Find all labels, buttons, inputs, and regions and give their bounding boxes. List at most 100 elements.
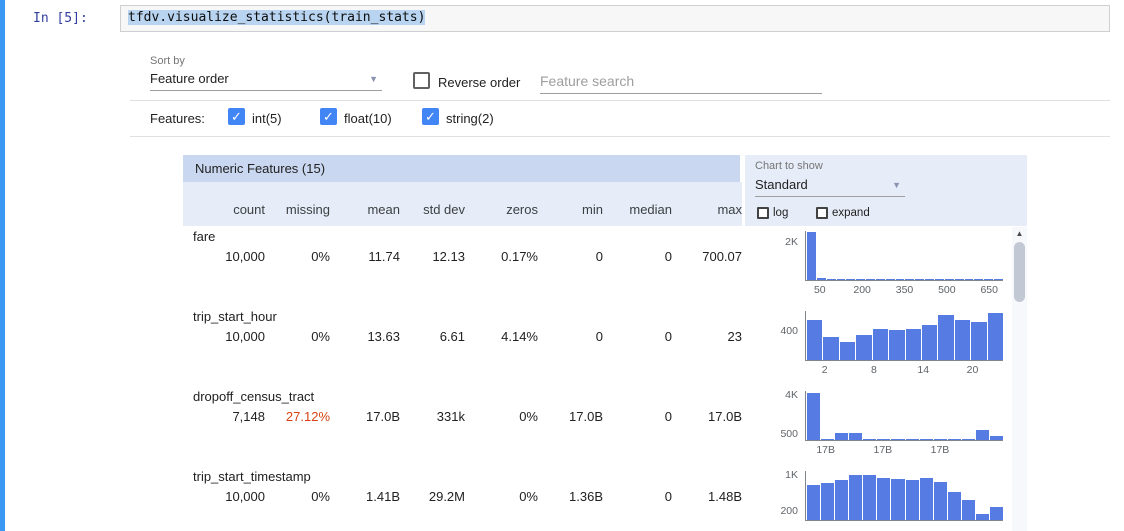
x-tick-label: 17B [930, 444, 950, 456]
log-checkbox[interactable]: ✓ [757, 207, 769, 219]
code-text: tfdv.visualize_statistics(train_stats) [128, 10, 426, 25]
hist-bar [919, 439, 933, 440]
hist-bar [877, 477, 891, 520]
hist-bar [990, 436, 1004, 440]
divider [130, 100, 1110, 101]
chart-type-dropdown[interactable]: Standard ▼ [755, 177, 905, 197]
feature-filter-float-checkbox[interactable]: ✓ [320, 108, 337, 125]
hist-bar [856, 279, 866, 280]
chart-to-show-label: Chart to show [755, 160, 823, 172]
hist-bar [933, 439, 947, 440]
hist-bar [905, 439, 919, 440]
hist-bar [849, 432, 863, 440]
hist-bar [964, 279, 974, 280]
histogram-plot: 17B 17B 17B [805, 391, 1004, 456]
column-header: missing [285, 202, 330, 217]
feature-name: dropoff_census_tract [193, 389, 315, 404]
hist-bar [821, 482, 835, 520]
feature-name: trip_start_hour [193, 309, 277, 324]
hist-bar [954, 320, 971, 360]
hist-bar [872, 329, 889, 360]
scroll-up-button[interactable]: ▲ [1015, 229, 1024, 238]
code-cell[interactable]: tfdv.visualize_statistics(train_stats) [120, 5, 1110, 32]
y-tick-label: 4K [785, 388, 798, 401]
hist-bar [875, 279, 885, 280]
x-tick-label: 500 [938, 284, 956, 296]
column-header: min [582, 202, 603, 217]
stat-zeros: 0.17% [501, 249, 538, 264]
histogram-bars [807, 391, 1004, 440]
stat-count: 10,000 [225, 249, 265, 264]
vertical-scrollbar[interactable]: ▲ [1012, 227, 1027, 531]
histogram-bars [807, 471, 1004, 520]
stat-count: 10,000 [225, 329, 265, 344]
feature-filter-string-label: string(2) [446, 111, 494, 126]
hist-bar [933, 481, 947, 520]
feature-filter-float-label: float(10) [344, 111, 392, 126]
feature-filter-int-label: int(5) [252, 111, 282, 126]
hist-bar [821, 438, 835, 440]
hist-bar [905, 329, 921, 360]
hist-bar [849, 475, 863, 520]
y-tick-label: 1K [785, 468, 798, 481]
hist-bar [895, 279, 905, 280]
stat-max: 700.07 [702, 249, 742, 264]
histogram[interactable]: 4K 500 17B 17B 17B [757, 388, 1004, 456]
feature-rows: fare 10,000 0% 11.74 12.13 0.17% 0 0 700.07 2K 50 2… [183, 226, 1027, 531]
column-header: zeros [506, 202, 538, 217]
hist-bar [938, 315, 954, 360]
histogram[interactable]: 400 2 8 14 20 [757, 311, 1004, 376]
hist-bar [919, 478, 933, 520]
hist-bar [839, 341, 856, 360]
stat-max: 23 [727, 329, 742, 344]
hist-bar [915, 279, 925, 280]
feature-filter-string-checkbox[interactable]: ✓ [422, 108, 439, 125]
hist-bar [885, 279, 895, 280]
scrollbar-thumb[interactable] [1014, 242, 1025, 302]
feature-row: trip_start_timestamp 10,000 0% 1.41B 29.2M 0%… [183, 466, 1027, 531]
stat-std-dev: 12.13 [432, 249, 465, 264]
stat-missing: 0% [311, 249, 330, 264]
feature-name: trip_start_timestamp [193, 469, 311, 484]
stat-zeros: 0% [519, 409, 538, 424]
y-tick-label: 500 [780, 428, 798, 441]
stat-min: 0 [595, 249, 603, 264]
hist-bar [835, 433, 849, 440]
feature-row: trip_start_hour 10,000 0% 13.63 6.61 4.14% 0 0 2… [183, 306, 1027, 386]
histogram[interactable]: 1K 200 [757, 468, 1004, 521]
hist-bar [891, 479, 905, 520]
hist-bar [866, 279, 875, 280]
hist-bar [944, 279, 954, 280]
hist-bar [994, 279, 1003, 280]
chevron-down-icon: ▼ [892, 179, 901, 190]
hist-bar [891, 439, 905, 440]
stat-zeros: 0% [519, 489, 538, 504]
log-label: log [773, 207, 789, 219]
check-icon: ✓ [323, 109, 334, 124]
hist-bar [990, 507, 1004, 520]
feature-row: dropoff_census_tract 7,148 27.12% 17.0B 331k… [183, 386, 1027, 466]
hist-bar [807, 392, 821, 440]
hist-bar [835, 480, 849, 520]
feature-filter-int-checkbox[interactable]: ✓ [228, 108, 245, 125]
sort-by-dropdown[interactable]: Feature order ▼ [150, 71, 382, 91]
histogram[interactable]: 2K 50 200 350 500 650 [757, 231, 1003, 296]
hist-bar [971, 322, 987, 360]
feature-stats: 10,000 0% 11.74 12.13 0.17% 0 0 700.07 [183, 249, 742, 264]
hist-bar [816, 277, 826, 280]
feature-stats: 10,000 0% 13.63 6.61 4.14% 0 0 23 [183, 329, 742, 344]
features-label: Features: [150, 111, 205, 126]
feature-stats: 10,000 0% 1.41B 29.2M 0% 1.36B 0 1.48B [183, 489, 742, 504]
active-cell-indicator [0, 0, 5, 531]
hist-bar [856, 335, 872, 360]
hist-bar [877, 439, 891, 440]
stat-median: 0 [664, 329, 672, 344]
stat-mean: 13.63 [367, 329, 400, 344]
stat-max: 1.48B [708, 489, 742, 504]
expand-checkbox[interactable]: ✓ [816, 207, 828, 219]
reverse-order-checkbox[interactable]: ✓ [413, 72, 430, 89]
hist-bar [807, 485, 821, 520]
feature-search-input[interactable] [540, 68, 822, 94]
feature-row: fare 10,000 0% 11.74 12.13 0.17% 0 0 700.07 2K 50 2… [183, 226, 1027, 306]
hist-bar [947, 491, 961, 520]
